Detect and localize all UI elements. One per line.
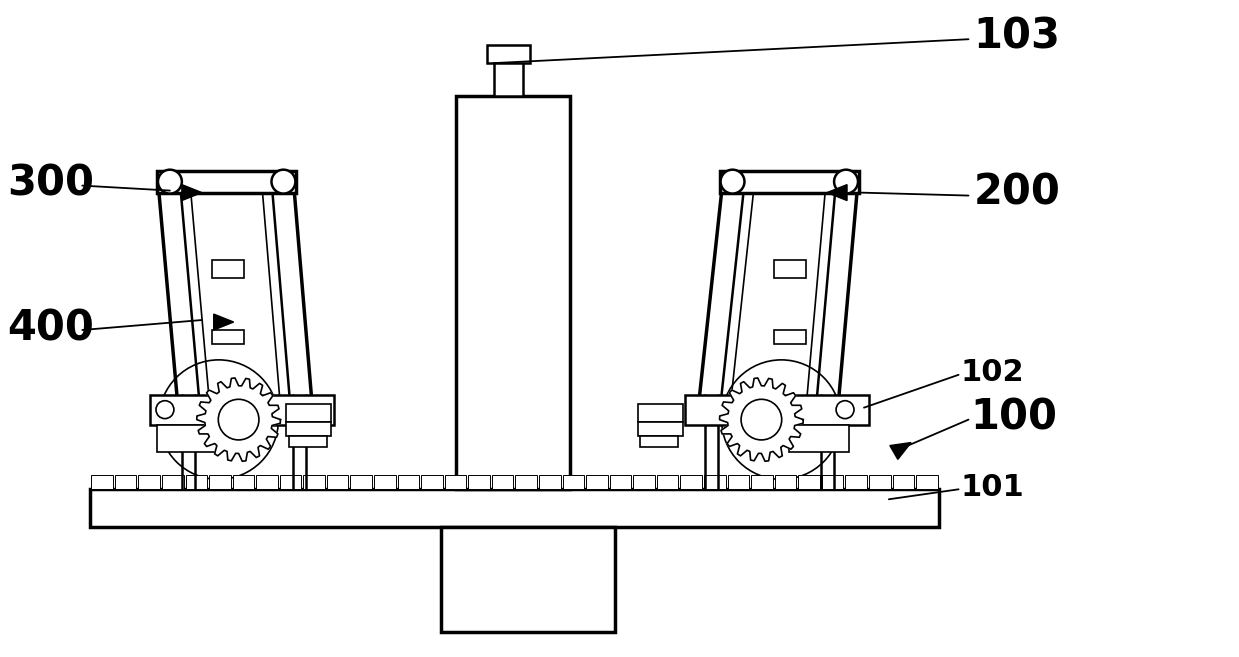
Polygon shape: [182, 185, 202, 200]
Bar: [845, 476, 867, 489]
Text: 200: 200: [974, 171, 1061, 214]
Bar: [789, 424, 849, 453]
Bar: [256, 476, 278, 489]
Bar: [487, 45, 530, 63]
Bar: [869, 476, 891, 489]
Bar: [515, 476, 536, 489]
Bar: [90, 489, 939, 527]
Bar: [751, 476, 773, 489]
Bar: [209, 476, 230, 489]
Bar: [374, 476, 395, 489]
Circle shape: [157, 170, 182, 194]
Circle shape: [836, 401, 854, 419]
Bar: [638, 422, 683, 436]
Bar: [704, 476, 726, 489]
Text: 102: 102: [960, 358, 1025, 388]
Text: 103: 103: [974, 15, 1061, 57]
Bar: [492, 476, 513, 489]
Bar: [774, 476, 797, 489]
Circle shape: [834, 170, 857, 194]
Text: 100: 100: [970, 397, 1058, 439]
Bar: [685, 395, 869, 424]
Bar: [286, 403, 331, 422]
Circle shape: [721, 360, 841, 480]
Bar: [456, 96, 570, 489]
Bar: [233, 476, 254, 489]
Bar: [150, 395, 335, 424]
Bar: [157, 171, 296, 193]
Polygon shape: [720, 378, 803, 461]
Text: 400: 400: [7, 307, 94, 349]
Bar: [774, 330, 807, 344]
Bar: [539, 476, 560, 489]
Bar: [212, 260, 244, 278]
Text: 300: 300: [7, 163, 94, 204]
Bar: [421, 476, 442, 489]
Bar: [916, 476, 938, 489]
Polygon shape: [213, 314, 234, 330]
Bar: [139, 476, 160, 489]
Bar: [398, 476, 419, 489]
Bar: [115, 476, 136, 489]
Polygon shape: [828, 185, 847, 200]
Circle shape: [741, 399, 782, 440]
Polygon shape: [197, 378, 280, 461]
Bar: [610, 476, 632, 489]
Bar: [186, 476, 207, 489]
Circle shape: [159, 360, 279, 480]
Bar: [774, 260, 807, 278]
Bar: [680, 476, 703, 489]
Bar: [445, 476, 466, 489]
Bar: [162, 476, 183, 489]
Circle shape: [271, 170, 295, 194]
Bar: [657, 476, 679, 489]
Bar: [727, 476, 750, 489]
Bar: [304, 476, 325, 489]
Bar: [821, 476, 844, 489]
Bar: [286, 422, 331, 436]
Bar: [327, 476, 348, 489]
Bar: [441, 527, 615, 632]
Bar: [493, 59, 523, 96]
Circle shape: [156, 401, 173, 419]
Bar: [290, 436, 327, 447]
Bar: [798, 476, 820, 489]
Circle shape: [218, 399, 259, 440]
Text: 101: 101: [960, 473, 1025, 502]
Bar: [280, 476, 301, 489]
Bar: [638, 403, 683, 422]
Bar: [212, 330, 244, 344]
Bar: [720, 171, 859, 193]
Bar: [157, 424, 217, 453]
Bar: [586, 476, 607, 489]
Bar: [639, 436, 678, 447]
Polygon shape: [890, 443, 911, 459]
Bar: [92, 476, 113, 489]
Bar: [351, 476, 372, 489]
Bar: [468, 476, 489, 489]
Bar: [892, 476, 914, 489]
Bar: [563, 476, 584, 489]
Circle shape: [721, 170, 745, 194]
Bar: [633, 476, 655, 489]
